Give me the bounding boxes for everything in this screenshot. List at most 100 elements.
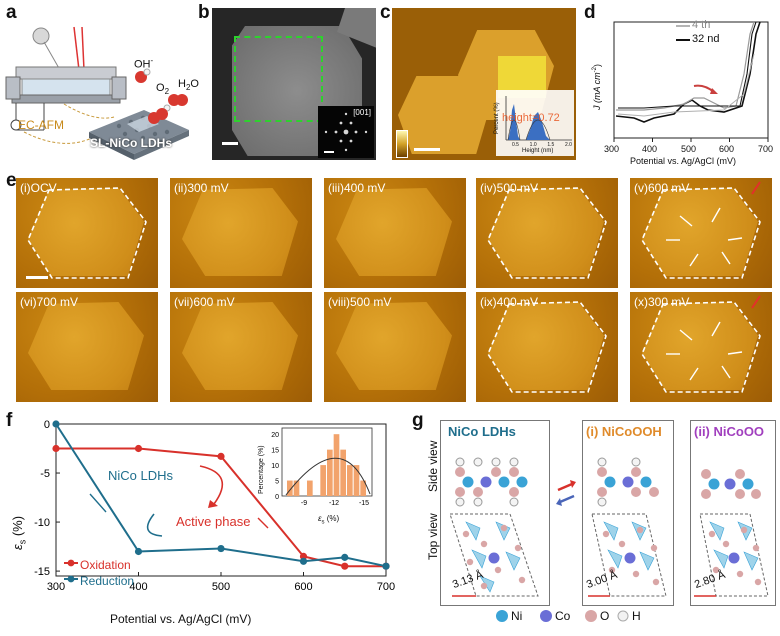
panel-letter-c: c <box>380 2 391 23</box>
panel-f-strain-chart: 300 400 500 600 700 0 -5 -10 -15 0 5 10 15 20 -9 -12 -15… <box>0 410 400 631</box>
histogram-y-label: Percent (%) <box>494 102 500 134</box>
diffraction-pattern <box>324 112 368 153</box>
data-point-oxidation <box>217 452 225 460</box>
panel-letter-d: d <box>584 2 596 23</box>
active-phase-annotation: Active phase <box>176 514 251 529</box>
side-view-ldh <box>455 457 528 507</box>
strain-direction-arrow <box>711 207 721 223</box>
legend-marker-oxidation <box>67 559 75 567</box>
inset-bar <box>287 480 293 496</box>
afm-frame-label: (ii)300 mV <box>174 181 229 195</box>
inset-bar <box>333 434 340 496</box>
legend-4th: 4 th <box>692 19 711 31</box>
nanosheet-flake <box>336 302 452 390</box>
active-arrow <box>257 517 269 529</box>
inset-x-label: εs (%) <box>318 514 340 526</box>
afm-frame: (ix)400 mV <box>476 292 618 402</box>
h-atom-icon <box>617 610 629 622</box>
ec-afm-label: EC-AFM <box>18 118 64 132</box>
y-tick-label: -10 <box>34 517 50 529</box>
afm-frame: (iv)500 mV <box>476 178 618 288</box>
panel-g-structures: Side view Top view NiCo LDHs (i) NiCoOOH… <box>410 410 780 631</box>
oxygen-label: O2 <box>156 82 170 97</box>
strain-x-label: Potential vs. Ag/AgCl (mV) <box>110 612 252 626</box>
strain-direction-arrow <box>727 237 743 241</box>
panel-letter-g: g <box>412 410 424 431</box>
strain-direction-arrow <box>721 365 731 379</box>
afm-frame-label: (viii)500 mV <box>328 295 392 309</box>
cv-x-label: Potential vs. Ag/AgCl (mV) <box>630 156 737 166</box>
nanosheet-flake <box>642 302 758 390</box>
afm-frame-label: (vi)700 mV <box>20 295 79 309</box>
cycle-arrowhead-red <box>208 500 218 508</box>
y-tick-label: -15 <box>34 566 50 578</box>
sl-nico-ldh-label: SL-NiCo LDHs <box>90 136 172 150</box>
y-tick-label: 0 <box>44 419 50 431</box>
panel-letter-f: f <box>6 410 13 431</box>
nanosheet-flake <box>642 188 758 276</box>
structure-box-ldh <box>440 420 550 606</box>
x-tick-label: 500 <box>212 581 230 593</box>
inset-y-tick: 5 <box>275 479 279 486</box>
structure-title-oooh: (i) NiCoOOH <box>586 424 662 439</box>
cv-x-tick: 700 <box>758 144 774 154</box>
cv-curves <box>613 21 769 142</box>
red-marker-arrow <box>751 295 761 309</box>
scale-bar <box>26 276 48 279</box>
flake-outline <box>487 187 607 279</box>
cv-x-tick: 600 <box>719 144 735 154</box>
inset-bar <box>353 465 360 496</box>
panel-c-afm-image: Percent (%) 0.5 1.0 1.5 2.0 Height (nm) hei… <box>392 8 576 160</box>
o-legend-label: O <box>600 609 610 623</box>
histogram-x-ticks: 0.5 1.0 1.5 2.0 <box>512 142 572 148</box>
panel-b-tem-image: [001] <box>212 8 376 160</box>
inset-y-tick: 10 <box>271 463 279 470</box>
strain-y-label: εs (%) <box>10 515 28 550</box>
inset-y-tick: 15 <box>271 448 279 455</box>
hydroxide-label: OH- <box>134 56 154 71</box>
side-view-oo <box>701 469 761 499</box>
afm-frame: (vii)600 mV <box>170 292 312 402</box>
afm-frame: (v)600 mV <box>630 178 772 288</box>
ec-afm-setup-illustration <box>5 26 189 160</box>
afm-frame: (vi)700 mV <box>16 292 158 402</box>
data-point-oxidation <box>341 562 349 570</box>
top-view-oo <box>694 513 769 597</box>
legend-reduction: Reduction <box>80 574 135 588</box>
legend-marker-reduction <box>67 575 75 583</box>
afm-frame-label: (x)300 mV <box>634 295 690 309</box>
red-marker-arrow <box>751 181 761 195</box>
x-tick-label: 400 <box>129 581 147 593</box>
flake-outline <box>487 301 607 393</box>
strain-direction-arrow <box>679 215 693 227</box>
inset-bar <box>320 465 326 496</box>
panel-letter-b: b <box>198 2 210 23</box>
afm-frame-label: (iv)500 mV <box>480 181 539 195</box>
data-point-reduction <box>299 557 308 565</box>
top-view-ldh <box>449 513 539 597</box>
flake-outline <box>27 187 147 279</box>
x-tick-label: 600 <box>294 581 312 593</box>
co-legend-label: Co <box>555 609 571 623</box>
inset-y-tick: 0 <box>275 494 279 501</box>
cv-x-tick: 400 <box>642 144 658 154</box>
ni-atom-icon <box>496 610 508 622</box>
afm-frame-label: (iii)400 mV <box>328 181 386 195</box>
water-label: H2O <box>178 78 199 93</box>
afm-frame-label: (v)600 mV <box>634 181 690 195</box>
inset-bar <box>360 480 366 496</box>
data-point-oxidation <box>134 444 143 453</box>
legend-oxidation: Oxidation <box>80 558 131 572</box>
y-tick-label: -5 <box>40 468 50 480</box>
inset-fit-curve <box>285 457 371 496</box>
afm-frame: (viii)500 mV <box>324 292 466 402</box>
panel-d-cv-plot: 4 th 32 nd J (mA cm-2) 300 400 500 600 7… <box>584 14 778 170</box>
inset-y-tick: 20 <box>271 432 279 439</box>
co-atom-icon <box>540 610 552 622</box>
data-point-reduction <box>382 562 390 570</box>
strain-direction-arrow <box>711 321 721 337</box>
nanosheet-flake <box>488 302 604 390</box>
legend-32nd: 32 nd <box>692 33 720 45</box>
afm-frame-label: (vii)600 mV <box>174 295 235 309</box>
h-legend-label: H <box>632 609 641 623</box>
